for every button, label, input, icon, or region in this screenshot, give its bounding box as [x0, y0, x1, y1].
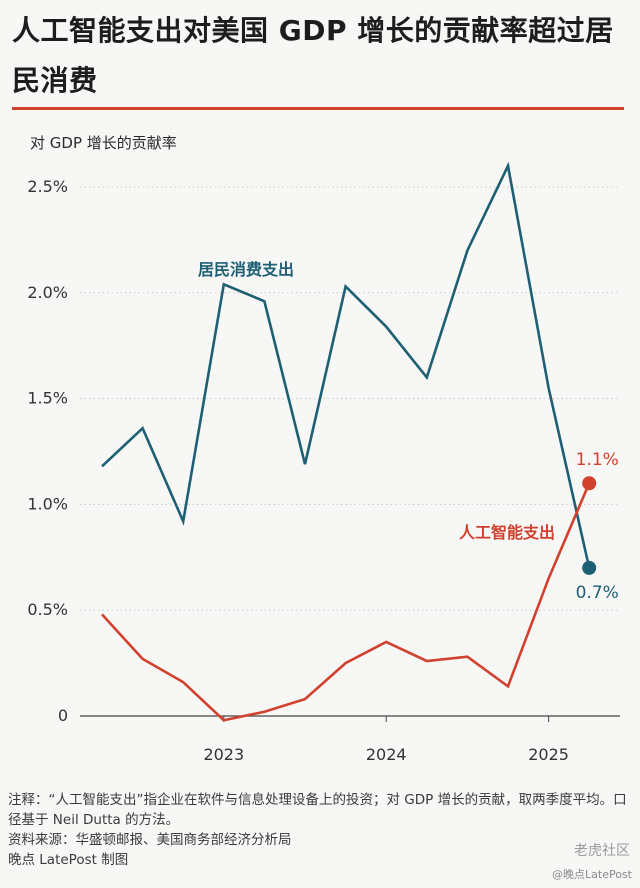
watermark-logo: 老虎社区 [574, 843, 630, 859]
title-divider [12, 107, 624, 110]
end-value-label: 0.7% [576, 583, 619, 603]
series-lines [101, 161, 597, 722]
y-tick-label: 1.5% [27, 389, 68, 408]
series-endpoint-1 [582, 476, 597, 491]
footnotes: 注释：“人工智能支出”指企业在软件与信息处理设备上的投资；对 GDP 增长的贡献… [8, 790, 632, 870]
x-tick-labels: 2023 2024 2025 [203, 716, 569, 764]
x-tick-label: 2025 [528, 745, 569, 764]
y-tick-labels: 0 0.5% 1.0% 1.5% 2.0% 2.5% [27, 177, 68, 725]
x-tick-label: 2023 [203, 745, 244, 764]
y-tick-label: 1.0% [27, 494, 68, 513]
series-endpoint-0 [582, 560, 597, 575]
y-tick-label: 2.0% [27, 283, 68, 302]
y-tick-label: 0 [58, 706, 68, 725]
page-title: 人工智能支出对美国 GDP 增长的贡献率超过居民消费 [12, 14, 614, 97]
grid-lines [80, 186, 620, 717]
series-line-1 [101, 482, 591, 722]
line-chart: 0 0.5% 1.0% 1.5% 2.0% 2.5% 2023 2024 2025 居民消费支… [27, 161, 620, 764]
series-name-label: 居民消费支出 [198, 260, 294, 279]
end-value-label: 1.1% [576, 450, 619, 470]
series-line-0 [101, 161, 591, 569]
series-name-label: 人工智能支出 [459, 523, 555, 542]
x-tick-label: 2024 [366, 745, 407, 764]
credit-text: 晚点 LatePost 制图 [8, 852, 129, 868]
y-tick-label: 2.5% [27, 177, 68, 196]
note-text: 注释：“人工智能支出”指企业在软件与信息处理设备上的投资；对 GDP 增长的贡献… [8, 792, 627, 828]
watermark-sub: @晚点LatePost [552, 868, 632, 881]
source-text: 资料来源：华盛顿邮报、美国商务部经济分析局 [8, 832, 292, 848]
y-axis-label: 对 GDP 增长的贡献率 [30, 134, 177, 152]
y-tick-label: 0.5% [27, 600, 68, 619]
